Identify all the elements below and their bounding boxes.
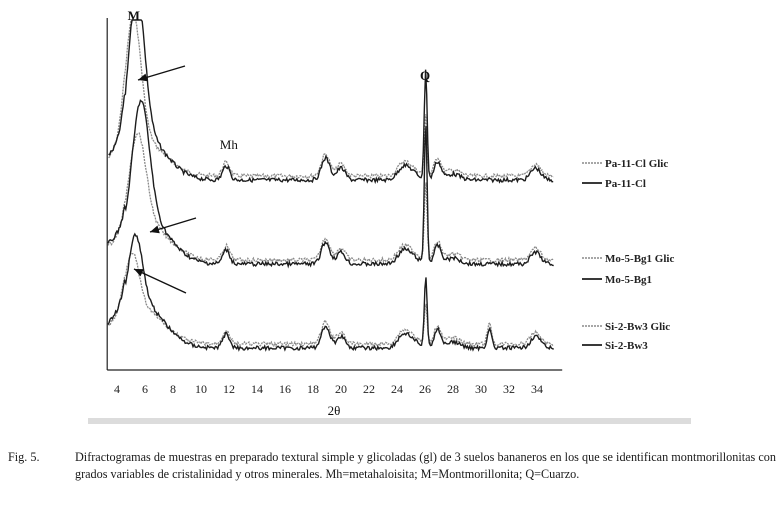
legend-label: Pa-11-Cl: [605, 178, 646, 190]
legend-label: Mo-5-Bg1: [605, 274, 652, 286]
x-tick-label-16: 16: [279, 382, 291, 396]
peak-arrow-1: [137, 65, 186, 82]
trace-mo-5-bg1-glic: [107, 132, 555, 264]
figure-caption: Fig. 5. Difractogramas de muestras en pr…: [8, 449, 776, 483]
x-tick-label-26: 26: [419, 382, 431, 396]
peak-label-q: Q: [420, 68, 430, 83]
trace-pa-11-cl-glic: [108, 19, 554, 180]
caption-number: Fig. 5.: [8, 450, 40, 464]
trace-mo-5-bg1: [107, 99, 554, 269]
diffractogram-figure: 4 6 8 10 12 14 16 18 20 22 24 26 28 30 32 34 M Mh Q Pa-11…: [88, 8, 691, 424]
x-tick-label-12: 12: [223, 382, 235, 396]
legend: Pa-11-Cl Glic Pa-11-Cl Mo-5-Bg1 Glic Mo-5-B…: [582, 158, 674, 352]
x-tick-label-10: 10: [195, 382, 207, 396]
legend-entry-4: Mo-5-Bg1: [582, 274, 652, 286]
x-tick-label-18: 18: [307, 382, 319, 396]
x-tick-label-22: 22: [363, 382, 375, 396]
legend-entry-2: Pa-11-Cl: [582, 178, 646, 190]
trace-group: [107, 19, 555, 352]
x-tick-label-6: 6: [142, 382, 148, 396]
peak-label-mh: Mh: [220, 137, 239, 152]
x-tick-label-34: 34: [531, 382, 543, 396]
legend-label: Mo-5-Bg1 Glic: [605, 253, 674, 265]
legend-entry-6: Si-2-Bw3: [582, 340, 648, 352]
arrow-group: [133, 65, 197, 294]
legend-entry-1: Pa-11-Cl Glic: [582, 158, 668, 170]
x-tick-label-14: 14: [251, 382, 263, 396]
x-tick-label-8: 8: [170, 382, 176, 396]
legend-label: Si-2-Bw3: [605, 340, 648, 352]
peak-label-m: M: [128, 8, 140, 23]
x-tick-label-32: 32: [503, 382, 515, 396]
caption-text: Difractogramas de muestras en preparado …: [75, 450, 776, 481]
trace-pa-11-cl: [108, 19, 554, 185]
legend-label: Pa-11-Cl Glic: [605, 158, 668, 170]
x-tick-label-20: 20: [335, 382, 347, 396]
peak-arrow-3: [133, 268, 187, 294]
peak-arrow-2: [149, 217, 197, 234]
legend-entry-3: Mo-5-Bg1 Glic: [582, 253, 674, 265]
legend-entry-5: Si-2-Bw3 Glic: [582, 321, 670, 333]
x-tick-label-28: 28: [447, 382, 459, 396]
x-tick-label-4: 4: [114, 382, 120, 396]
peak-label-group: M Mh Q: [128, 8, 430, 152]
x-axis-title: 2θ: [328, 403, 341, 418]
diffractogram-chart: 4 6 8 10 12 14 16 18 20 22 24 26 28 30 32 34 M Mh Q Pa-11…: [88, 8, 691, 424]
x-tick-label-30: 30: [475, 382, 487, 396]
trace-si-2-bw3: [107, 232, 554, 352]
trace-si-2-bw3-glic: [107, 252, 554, 349]
legend-label: Si-2-Bw3 Glic: [605, 321, 670, 333]
figure-bottom-rule: [88, 418, 691, 424]
x-tick-group: 4 6 8 10 12 14 16 18 20 22 24 26 28 30 32 34: [114, 382, 543, 396]
x-tick-label-24: 24: [391, 382, 403, 396]
